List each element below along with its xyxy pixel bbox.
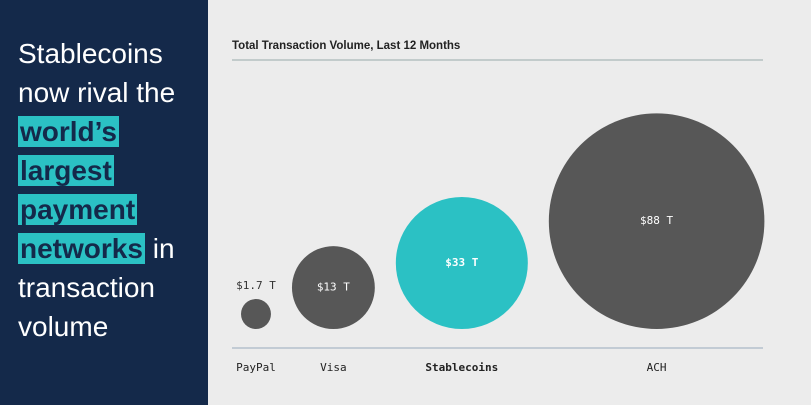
x-tick-label: PayPal [236, 361, 276, 374]
bubble [241, 299, 271, 329]
value-label: $1.7 T [236, 279, 276, 292]
headline-line: volume [18, 307, 175, 346]
headline-highlight: largest [18, 155, 114, 186]
x-tick-label: Stablecoins [425, 361, 498, 374]
headline-line: largest [18, 151, 175, 190]
headline-line: world’s [18, 112, 175, 151]
headline-line: transaction [18, 268, 175, 307]
headline-highlight: payment [18, 194, 138, 225]
bubble [395, 196, 528, 329]
value-label: $33 T [445, 256, 478, 269]
value-label: $88 T [640, 214, 673, 227]
headline: Stablecoins now rival the world’s largest pa… [18, 34, 175, 346]
headline-line: Stablecoins [18, 34, 175, 73]
headline-line: payment [18, 190, 175, 229]
side-panel: Stablecoins now rival the world’s largest pa… [0, 0, 208, 405]
headline-highlight: networks [18, 233, 145, 264]
x-tick-label: ACH [647, 361, 667, 374]
x-tick-label: Visa [320, 361, 347, 374]
headline-text: now rival the [18, 77, 176, 108]
bubble [291, 246, 375, 329]
headline-text: Stablecoins [18, 38, 163, 69]
chart-title: Total Transaction Volume, Last 12 Months [232, 40, 460, 52]
value-label: $13 T [317, 281, 350, 294]
headline-text: in [144, 233, 175, 264]
headline-text: volume [18, 311, 109, 342]
bubble [548, 113, 765, 329]
headline-line: now rival the [18, 73, 175, 112]
headline-text: transaction [18, 272, 155, 303]
headline-highlight: world’s [18, 116, 119, 147]
headline-line: networks in [18, 229, 175, 268]
chart: Total Transaction Volume, Last 12 Months… [232, 40, 765, 374]
